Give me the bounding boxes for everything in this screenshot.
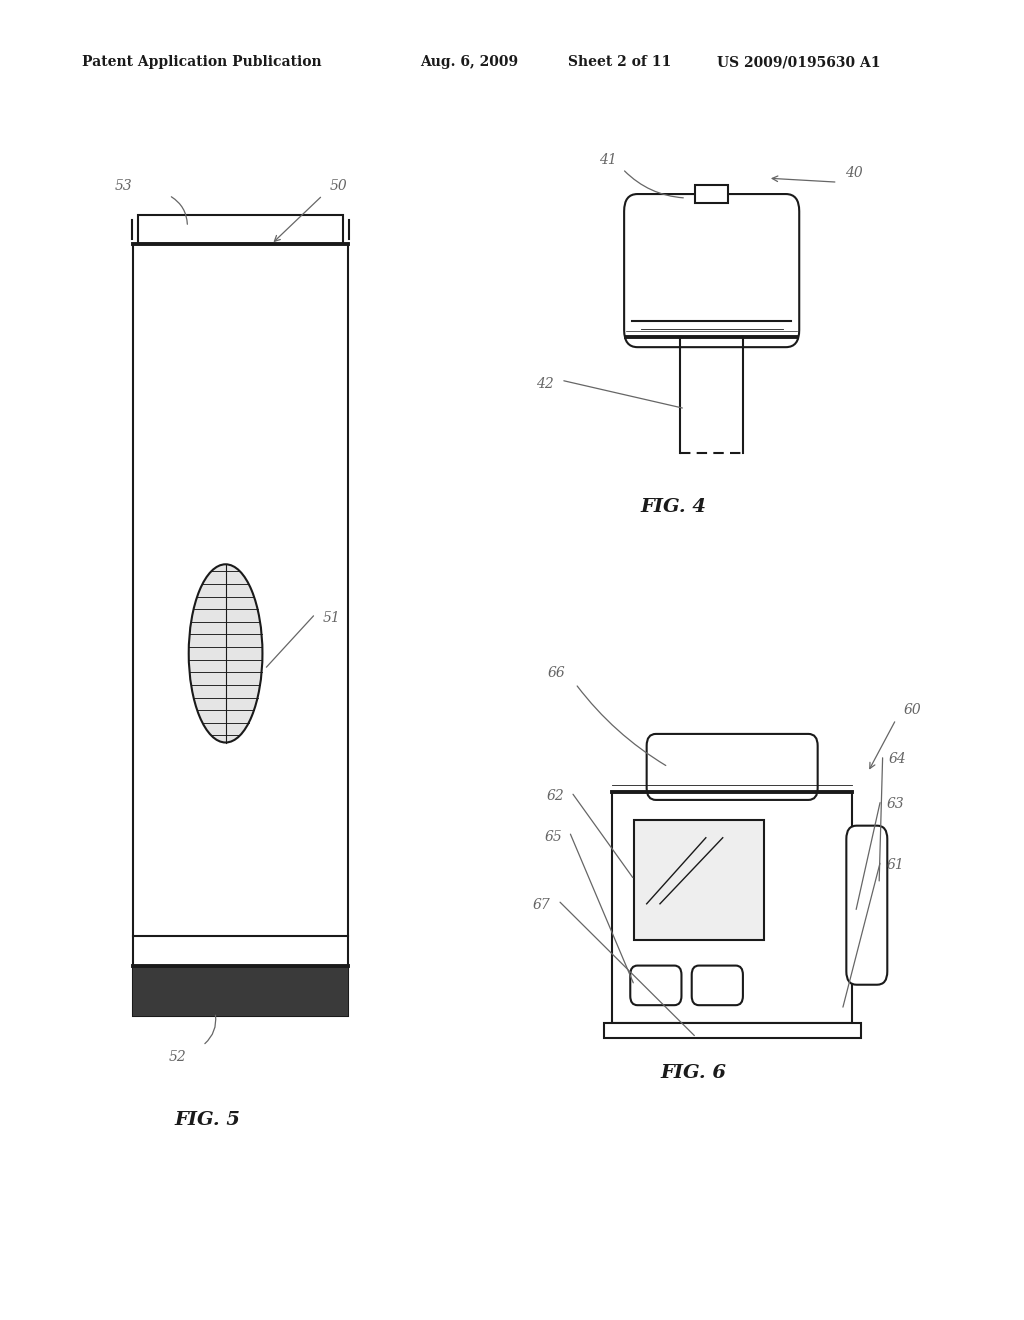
FancyBboxPatch shape: [647, 734, 817, 800]
Text: 50: 50: [330, 180, 347, 193]
FancyBboxPatch shape: [133, 244, 348, 1016]
Text: 41: 41: [599, 153, 616, 166]
Text: Aug. 6, 2009: Aug. 6, 2009: [420, 55, 518, 70]
Text: 40: 40: [845, 166, 862, 180]
Text: 67: 67: [532, 899, 550, 912]
Text: 63: 63: [887, 797, 904, 810]
Text: FIG. 6: FIG. 6: [660, 1064, 726, 1082]
FancyBboxPatch shape: [624, 194, 799, 347]
Text: FIG. 4: FIG. 4: [640, 498, 706, 516]
FancyBboxPatch shape: [634, 820, 764, 940]
Text: 53: 53: [115, 180, 132, 193]
FancyBboxPatch shape: [846, 826, 887, 985]
Ellipse shape: [188, 565, 262, 742]
Text: 65: 65: [545, 830, 562, 843]
FancyBboxPatch shape: [603, 1023, 860, 1038]
Text: 62: 62: [547, 789, 564, 803]
FancyBboxPatch shape: [630, 966, 682, 1006]
FancyBboxPatch shape: [138, 215, 343, 244]
Text: Patent Application Publication: Patent Application Publication: [82, 55, 322, 70]
Text: 61: 61: [887, 858, 904, 871]
Text: 60: 60: [903, 704, 921, 717]
Text: 64: 64: [889, 752, 906, 766]
Text: 66: 66: [548, 667, 565, 680]
FancyBboxPatch shape: [695, 185, 728, 203]
Text: 52: 52: [169, 1051, 186, 1064]
Text: FIG. 5: FIG. 5: [174, 1110, 240, 1129]
Text: 42: 42: [536, 378, 553, 391]
FancyBboxPatch shape: [611, 792, 852, 1023]
Text: 51: 51: [323, 611, 340, 624]
FancyBboxPatch shape: [691, 966, 742, 1006]
Text: US 2009/0195630 A1: US 2009/0195630 A1: [717, 55, 881, 70]
FancyBboxPatch shape: [133, 966, 348, 1016]
Text: Sheet 2 of 11: Sheet 2 of 11: [568, 55, 672, 70]
